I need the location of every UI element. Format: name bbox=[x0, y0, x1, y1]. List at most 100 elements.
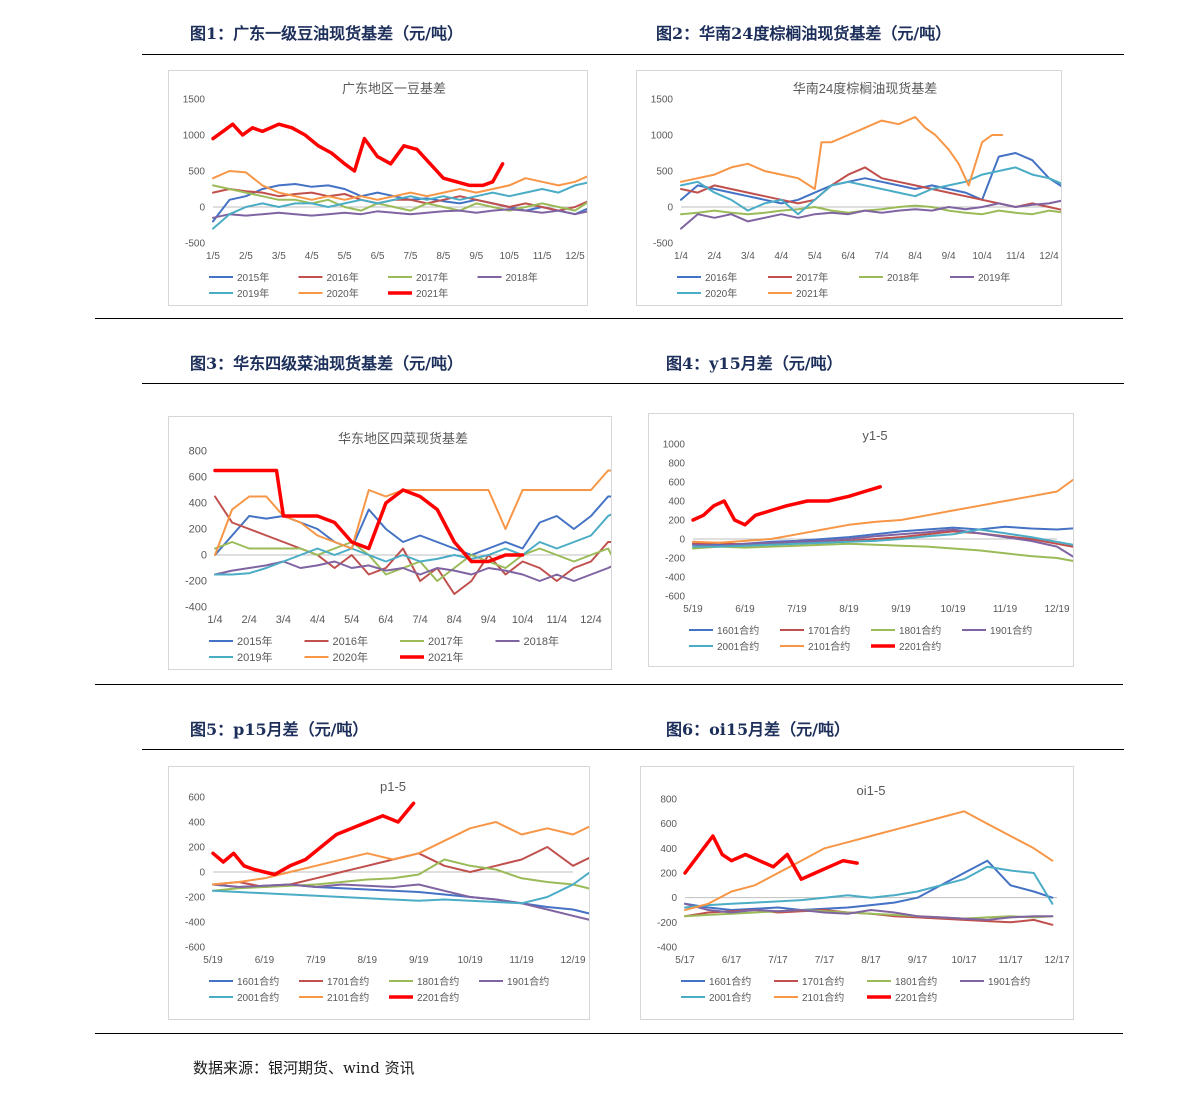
x-tick-label: 5/17 bbox=[675, 955, 695, 966]
x-tick-label: 7/4 bbox=[875, 251, 889, 262]
series-line-4 bbox=[680, 166, 1061, 216]
series-line-2 bbox=[680, 204, 1061, 216]
y-tick-label: -600 bbox=[185, 943, 205, 954]
legend-label: 2201合约 bbox=[417, 991, 459, 1004]
x-tick-label: 5/19 bbox=[203, 955, 223, 966]
figure-title-1: 图1：广东一级豆油现货基差（元/吨） bbox=[190, 24, 463, 43]
chart-guangdong-soyoil-basis: 广东地区一豆基差 -500 0 500 1000 1500 1/5 2/5 3/5 4/5 5/5 6… bbox=[168, 70, 588, 306]
y-tick-label: 200 bbox=[189, 524, 207, 536]
x-tick-label: 9/19 bbox=[891, 604, 911, 615]
legend-label: 2015年 bbox=[237, 271, 269, 284]
series-line-4 bbox=[684, 865, 1054, 909]
x-tick-label: 10/19 bbox=[458, 955, 483, 966]
x-tick-label: 6/19 bbox=[255, 955, 275, 966]
legend-label: 2019年 bbox=[237, 287, 269, 300]
series-line-3 bbox=[684, 902, 1054, 921]
x-tick-label: 3/4 bbox=[276, 614, 291, 626]
y-tick-label: 1000 bbox=[663, 440, 686, 451]
y-tick-label: 0 bbox=[679, 535, 685, 546]
series-line-4 bbox=[212, 871, 589, 905]
x-tick-label: 9/4 bbox=[481, 614, 496, 626]
x-tick-label: 7/19 bbox=[787, 604, 807, 615]
legend-label: 2001合约 bbox=[709, 991, 751, 1004]
x-tick-label: 1/5 bbox=[206, 251, 220, 262]
legend-label: 2016年 bbox=[327, 271, 359, 284]
series-line-2 bbox=[214, 541, 611, 582]
series-line-4 bbox=[212, 181, 587, 230]
legend-label: 1901合约 bbox=[990, 624, 1032, 637]
x-tick-label: 6/4 bbox=[378, 614, 393, 626]
legend-label: 2020年 bbox=[327, 287, 359, 300]
chart-title: y1-5 bbox=[862, 428, 887, 443]
chart-y15-spread: y1-5 -600 -400 -200 0 200 400 600 800 1000 5/19 6/1… bbox=[648, 413, 1074, 667]
x-tick-label: 4/4 bbox=[774, 251, 788, 262]
y-tick-label: -400 bbox=[185, 602, 207, 614]
series-line-2 bbox=[212, 184, 587, 212]
x-tick-label: 8/4 bbox=[908, 251, 922, 262]
chart-svg: 华南24度棕榈油现货基差 -500 0 500 1000 1500 1/4 2/4 3/4 4/4… bbox=[651, 81, 1061, 300]
chart-title: 华东地区四菜现货基差 bbox=[338, 431, 468, 446]
legend-label: 2101合约 bbox=[808, 640, 850, 653]
divider-line bbox=[142, 749, 1124, 750]
series-line-0 bbox=[680, 152, 1061, 205]
legend-label: 2001合约 bbox=[237, 991, 279, 1004]
y-tick-label: -400 bbox=[657, 943, 677, 954]
x-tick-label: 2/4 bbox=[242, 614, 257, 626]
y-tick-label: -400 bbox=[665, 573, 685, 584]
x-tick-label: 12/19 bbox=[560, 955, 585, 966]
legend-label: 2101合约 bbox=[327, 991, 369, 1004]
y-tick-label: 1000 bbox=[651, 131, 674, 142]
chart-oi15-spread: oi1-5 -400 -200 0 200 400 600 800 5/17 6/17 7/17 7/… bbox=[640, 766, 1074, 1020]
x-tick-label: 12/19 bbox=[1044, 604, 1069, 615]
legend-label: 2018年 bbox=[524, 634, 559, 648]
legend-label: 2017年 bbox=[428, 634, 463, 648]
x-tick-label: 9/4 bbox=[942, 251, 956, 262]
y-tick-label: 200 bbox=[188, 843, 205, 854]
series-line-1 bbox=[212, 846, 589, 888]
series-line-4 bbox=[692, 528, 1073, 548]
x-tick-label: 12/4 bbox=[580, 614, 601, 626]
x-tick-label: 5/4 bbox=[344, 614, 359, 626]
x-tick-label: 10/4 bbox=[512, 614, 533, 626]
divider-line bbox=[95, 684, 1123, 685]
figure-title-2: 图2：华南24度棕榈油现货基差（元/吨） bbox=[656, 24, 952, 43]
x-tick-label: 11/19 bbox=[509, 955, 534, 966]
series-line-2 bbox=[692, 542, 1073, 562]
x-tick-label: 12/5 bbox=[565, 251, 585, 262]
y-tick-label: -200 bbox=[185, 893, 205, 904]
series-line-6 bbox=[691, 485, 882, 527]
legend-label: 1701合约 bbox=[802, 975, 844, 988]
x-tick-label: 1/4 bbox=[674, 251, 688, 262]
y-tick-label: -600 bbox=[665, 592, 685, 603]
chart-title: 广东地区一豆基差 bbox=[342, 81, 446, 96]
series-line-4 bbox=[214, 513, 611, 576]
x-tick-label: 7/4 bbox=[412, 614, 427, 626]
series-line-3 bbox=[692, 528, 1073, 558]
x-tick-label: 11/4 bbox=[1006, 251, 1025, 262]
x-tick-label: 6/17 bbox=[722, 955, 742, 966]
legend-label: 2201合约 bbox=[899, 640, 941, 653]
chart-south-china-palm-basis: 华南24度棕榈油现货基差 -500 0 500 1000 1500 1/4 2/4 3/4 4/4… bbox=[636, 70, 1062, 306]
figure-title-3: 图3：华东四级菜油现货基差（元/吨） bbox=[190, 354, 463, 373]
x-tick-label: 11/5 bbox=[533, 251, 552, 262]
series-line-3 bbox=[212, 208, 587, 219]
legend-label: 2015年 bbox=[237, 634, 272, 648]
x-tick-label: 7/19 bbox=[306, 955, 326, 966]
x-tick-label: 8/19 bbox=[358, 955, 378, 966]
series-line-1 bbox=[212, 188, 587, 212]
x-tick-label: 11/19 bbox=[993, 604, 1018, 615]
figure-title-4: 图4：y15月差（元/吨） bbox=[666, 354, 843, 373]
series-line-5 bbox=[680, 116, 1004, 190]
x-tick-label: 10/5 bbox=[499, 251, 519, 262]
x-tick-label: 4/5 bbox=[305, 251, 319, 262]
x-tick-label: 4/4 bbox=[310, 614, 325, 626]
x-tick-label: 11/4 bbox=[547, 614, 568, 626]
y-tick-label: 400 bbox=[660, 844, 677, 855]
y-tick-label: 0 bbox=[671, 893, 677, 904]
y-tick-label: 500 bbox=[188, 167, 205, 178]
y-tick-label: 1500 bbox=[183, 95, 206, 106]
y-tick-label: -400 bbox=[185, 918, 205, 929]
legend-label: 1801合约 bbox=[895, 975, 937, 988]
x-tick-label: 8/4 bbox=[447, 614, 462, 626]
divider-line bbox=[142, 54, 1124, 55]
